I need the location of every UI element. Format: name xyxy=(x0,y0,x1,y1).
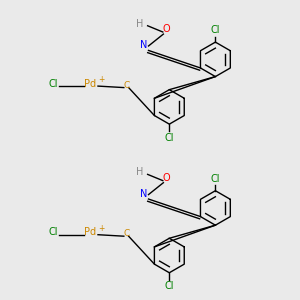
Text: N: N xyxy=(140,40,148,50)
Text: Cl: Cl xyxy=(165,281,174,291)
Text: Pd: Pd xyxy=(85,79,97,89)
Text: +: + xyxy=(99,75,105,84)
Text: C: C xyxy=(123,81,129,90)
Text: O: O xyxy=(163,172,170,183)
Text: N: N xyxy=(140,189,148,199)
Text: Cl: Cl xyxy=(165,133,174,142)
Text: H: H xyxy=(136,167,143,177)
Text: Cl: Cl xyxy=(49,227,58,237)
Text: Cl: Cl xyxy=(211,25,220,35)
Text: Cl: Cl xyxy=(49,79,58,89)
Text: +: + xyxy=(99,224,105,233)
Text: C: C xyxy=(123,229,129,238)
Text: O: O xyxy=(163,24,170,34)
Text: Cl: Cl xyxy=(211,174,220,184)
Text: Pd: Pd xyxy=(85,227,97,237)
Text: H: H xyxy=(136,19,143,29)
